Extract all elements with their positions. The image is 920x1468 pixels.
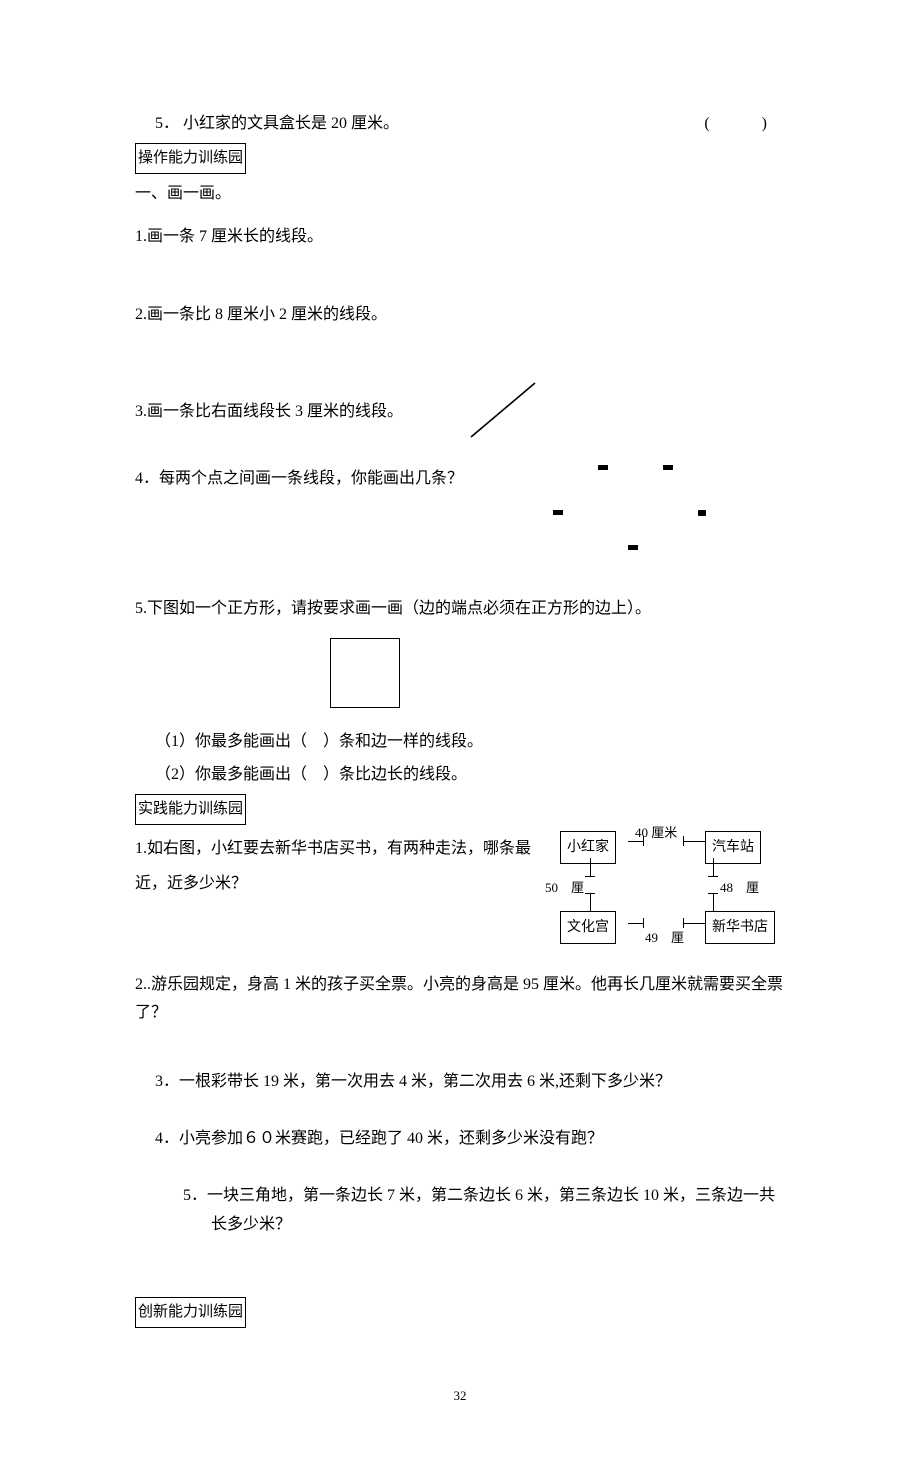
operate-q4-text: 4．每两个点之间画一条线段，你能画出几条？ (135, 465, 463, 555)
map-diagram: 小红家 汽车站 文化宫 新华书店 40 厘米 50 厘 48 厘 49 厘 (555, 831, 785, 941)
section-innovate-label: 创新能力训练园 (135, 1297, 246, 1328)
dots-diagram (543, 465, 723, 555)
conn-bot-2 (643, 918, 644, 928)
conn-bot-1 (628, 923, 643, 924)
dot-5 (628, 545, 638, 550)
conn-right-2 (708, 876, 718, 877)
map-edge-bottom: 49 厘 (645, 926, 684, 949)
conn-right-1 (713, 858, 714, 876)
operate-q2: 2.画一条比 8 厘米小 2 厘米的线段。 (135, 301, 785, 330)
operate-q5-text: 5.下图如一个正方形，请按要求画一画（边的端点必须在正方形的边上）。 (135, 595, 785, 624)
square-diagram (330, 638, 400, 708)
conn-left-4 (585, 893, 595, 894)
practice-q1-row: 1.如右图，小红要去新华书店买书，有两种走法，哪条最近，近多少米？ 小红家 汽车… (135, 831, 785, 941)
operate-q5-1: （1）你最多能画出（ ）条和边一样的线段。 (155, 728, 785, 757)
conn-top-3 (683, 841, 705, 842)
dot-1 (598, 465, 608, 470)
conn-left-2 (585, 876, 595, 877)
conn-left-1 (590, 858, 591, 876)
conn-left-3 (590, 893, 591, 911)
conn-top-1 (628, 841, 643, 842)
operate-heading: 一、画一画。 (135, 180, 785, 209)
conn-top-2 (643, 836, 644, 846)
conn-right-3 (713, 893, 714, 911)
practice-q1-text: 1.如右图，小红要去新华书店买书，有两种走法，哪条最近，近多少米？ (135, 831, 535, 901)
dot-3 (553, 510, 563, 515)
dot-2 (663, 465, 673, 470)
conn-bot-3 (683, 923, 705, 924)
dot-4 (698, 510, 706, 516)
conn-top-4 (683, 836, 684, 846)
map-node-bookstore: 新华书店 (705, 911, 775, 944)
answer-paren: ( ) (704, 110, 785, 139)
diagonal-line-segment (463, 380, 543, 445)
operate-q1: 1.画一条 7 厘米长的线段。 (135, 223, 785, 252)
operate-q3-row: 3.画一条比右面线段长 3 厘米的线段。 (135, 380, 785, 445)
operate-q5-2: （2）你最多能画出（ ）条比边长的线段。 (155, 761, 785, 790)
conn-right-4 (708, 893, 718, 894)
map-node-culture: 文化宫 (560, 911, 616, 944)
map-node-home: 小红家 (560, 831, 616, 864)
top-q5-text: 5． 小红家的文具盒长是 20 厘米。 (135, 110, 399, 139)
page-number: 32 (135, 1384, 785, 1407)
practice-q3: 3．一根彩带长 19 米，第一次用去 4 米，第二次用去 6 米,还剩下多少米？ (155, 1068, 785, 1097)
section-practice-label: 实践能力训练园 (135, 794, 246, 825)
top-q5: 5． 小红家的文具盒长是 20 厘米。 ( ) (135, 110, 785, 139)
conn-bot-4 (683, 918, 684, 928)
map-edge-right: 48 厘 (720, 876, 759, 899)
practice-q5: 5．一块三角地，第一条边长 7 米，第二条边长 6 米，第三条边长 10 米，三… (183, 1182, 785, 1240)
practice-q2: 2..游乐园规定，身高 1 米的孩子买全票。小亮的身高是 95 厘米。他再长几厘… (135, 971, 785, 1029)
practice-q4: 4．小亮参加６０米赛跑，已经跑了 40 米，还剩多少米没有跑？ (155, 1125, 785, 1154)
section-operate-label: 操作能力训练园 (135, 143, 246, 174)
operate-q4-row: 4．每两个点之间画一条线段，你能画出几条？ (135, 465, 785, 555)
map-edge-left: 50 厘 (545, 876, 584, 899)
operate-q3-text: 3.画一条比右面线段长 3 厘米的线段。 (135, 398, 403, 427)
